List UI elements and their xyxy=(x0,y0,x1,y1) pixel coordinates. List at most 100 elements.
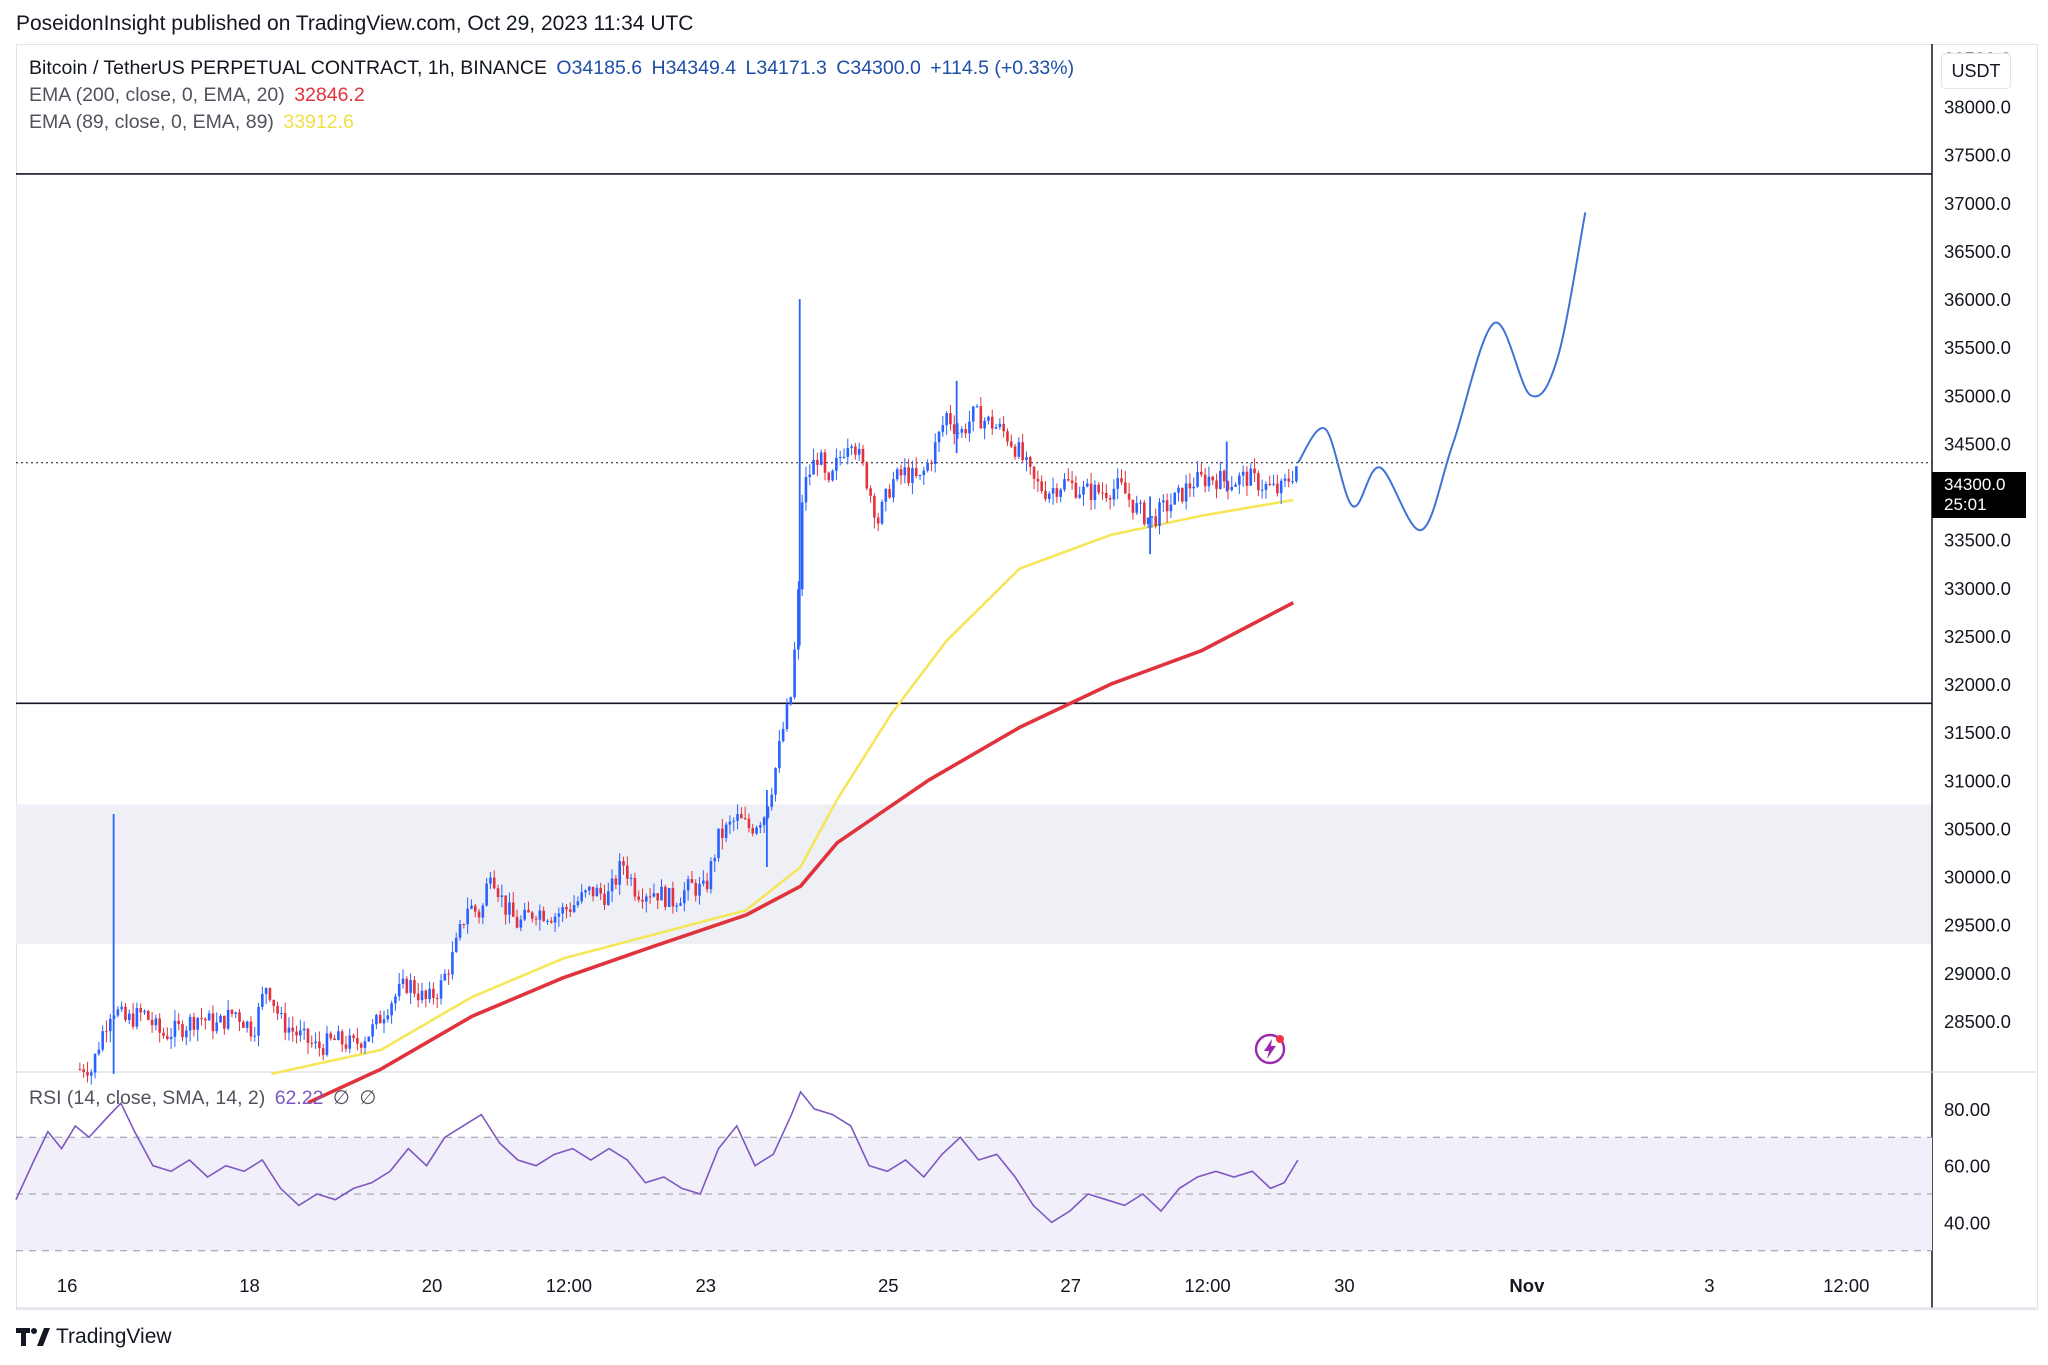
candle-body xyxy=(1112,488,1116,500)
candle-body xyxy=(637,896,640,900)
candle-body xyxy=(1241,471,1245,476)
candle-body xyxy=(473,905,477,912)
candle-body xyxy=(1295,466,1298,482)
candle-body xyxy=(542,910,545,921)
candle-body xyxy=(1150,516,1154,518)
candle-body xyxy=(717,828,720,859)
candle-body xyxy=(200,1017,203,1019)
candle-body xyxy=(177,1020,181,1025)
lightning-bolt-icon[interactable] xyxy=(1253,1032,1287,1066)
candle-body xyxy=(838,456,842,458)
candle-body xyxy=(667,888,671,907)
candle-body xyxy=(968,421,971,434)
candle-body xyxy=(1040,481,1043,492)
candle-body xyxy=(534,918,538,920)
candle-body xyxy=(1093,484,1097,501)
candle-body xyxy=(956,432,960,434)
legend-ema200-row[interactable]: EMA (200, close, 0, EMA, 20) 32846.2 xyxy=(29,84,369,107)
legend-rsi-label: RSI (14, close, SMA, 14, 2) xyxy=(29,1087,266,1109)
candle-body xyxy=(1219,470,1222,489)
legend-high: H34349.4 xyxy=(651,57,737,79)
candle-body xyxy=(1074,482,1078,498)
candle-body xyxy=(1036,478,1040,482)
candle-body xyxy=(789,697,793,705)
candle-body xyxy=(1192,486,1196,489)
candle-body xyxy=(496,888,500,898)
legend-symbol-row[interactable]: Bitcoin / TetherUS PERPETUAL CONTRACT, 1… xyxy=(29,57,1078,80)
time-tick-label: 25 xyxy=(878,1275,899,1296)
candle-body xyxy=(918,474,922,477)
candle-body xyxy=(166,1035,169,1040)
candle-body xyxy=(348,1035,352,1049)
candle-body xyxy=(572,905,576,912)
candle-body xyxy=(530,912,534,919)
tradingview-logo[interactable]: TradingView xyxy=(16,1325,172,1349)
candle-body xyxy=(1143,502,1146,525)
candle-body xyxy=(949,413,952,425)
support-zone-layer xyxy=(16,804,1932,944)
candle-body xyxy=(629,877,633,879)
candle-body xyxy=(1257,473,1260,491)
candle-body xyxy=(226,1009,230,1029)
candle-body xyxy=(743,818,747,820)
legend-ema89-row[interactable]: EMA (89, close, 0, EMA, 89) 33912.6 xyxy=(29,111,358,134)
candle-body xyxy=(1055,488,1059,497)
candle-body xyxy=(382,1019,386,1024)
candle-body xyxy=(1017,442,1021,457)
candle-body xyxy=(964,429,967,434)
candle-body xyxy=(762,817,766,826)
candle-body xyxy=(504,895,507,915)
time-tick-label: 12:00 xyxy=(1184,1275,1230,1296)
candle-body xyxy=(702,880,705,884)
candle-body xyxy=(888,489,891,498)
candle-body xyxy=(755,827,758,834)
candle-body xyxy=(371,1024,374,1037)
candle-body xyxy=(869,488,872,496)
candle-body xyxy=(1108,498,1112,500)
candle-body xyxy=(1082,486,1085,495)
candle-body xyxy=(511,902,515,917)
candles-layer xyxy=(78,299,1298,1085)
candle-body xyxy=(143,1010,146,1013)
candle-body xyxy=(295,1031,298,1036)
legend-open: O34185.6 xyxy=(556,57,643,79)
candle-body xyxy=(352,1035,355,1039)
candle-body xyxy=(800,502,804,590)
candle-body xyxy=(1211,476,1215,481)
legend-ema200-value: 32846.2 xyxy=(294,84,365,106)
price-tick-label: 36000.0 xyxy=(1944,289,2011,310)
candle-body xyxy=(998,423,1002,428)
candle-body xyxy=(1173,492,1177,505)
candle-body xyxy=(108,1018,112,1032)
candle-body xyxy=(230,1009,234,1014)
candle-body xyxy=(363,1041,367,1048)
footer-logo-text: TradingView xyxy=(56,1325,172,1348)
candle-body xyxy=(873,495,876,518)
chart-frame[interactable] xyxy=(16,44,2038,1310)
candle-body xyxy=(557,913,561,917)
candle-body xyxy=(606,891,610,905)
current-price-label: 34300.0 xyxy=(1944,475,2006,494)
candle-body xyxy=(819,452,823,465)
currency-button[interactable]: USDT xyxy=(1941,53,2011,89)
legend-rsi-row[interactable]: RSI (14, close, SMA, 14, 2) 62.22 ∅ ∅ xyxy=(29,1086,380,1110)
candle-body xyxy=(204,1018,207,1021)
candle-body xyxy=(337,1031,340,1040)
candle-body xyxy=(1032,466,1036,479)
candle-body xyxy=(1268,484,1272,486)
candle-body xyxy=(1124,482,1127,494)
candle-body xyxy=(538,910,542,920)
candle-body xyxy=(413,980,416,994)
candle-body xyxy=(648,896,652,898)
candle-body xyxy=(378,1014,382,1024)
candle-body xyxy=(470,905,473,909)
candle-body xyxy=(416,993,420,1001)
candle-body xyxy=(101,1031,104,1050)
candle-body xyxy=(751,828,755,834)
candle-body xyxy=(1158,502,1161,527)
candle-body xyxy=(150,1019,154,1026)
legend-ema89-label: EMA (89, close, 0, EMA, 89) xyxy=(29,111,274,133)
candle-body xyxy=(854,446,857,455)
candle-body xyxy=(1291,481,1294,483)
